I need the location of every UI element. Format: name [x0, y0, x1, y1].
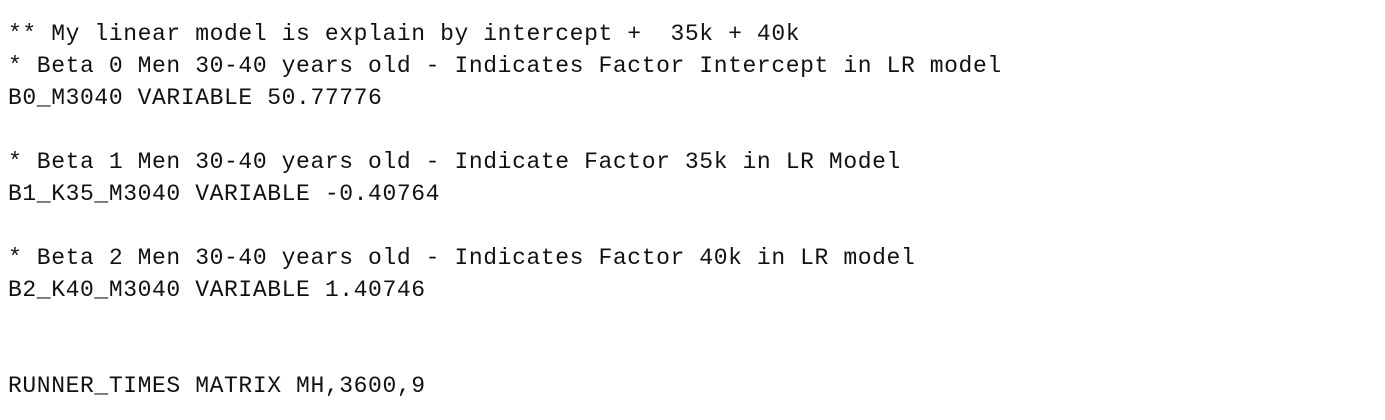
variable-line-b2: B2_K40_M3040 VARIABLE 1.40746 — [8, 277, 426, 303]
blank-line — [8, 210, 1385, 242]
matrix-line-runner-times: RUNNER_TIMES MATRIX MH,3600,9 — [8, 373, 426, 399]
blank-line — [8, 114, 1385, 146]
blank-line — [8, 306, 1385, 338]
comment-line-beta2: * Beta 2 Men 30-40 years old - Indicates… — [8, 245, 916, 271]
comment-line-beta1: * Beta 1 Men 30-40 years old - Indicate … — [8, 149, 901, 175]
comment-line-beta0: * Beta 0 Men 30-40 years old - Indicates… — [8, 53, 1002, 79]
variable-line-b0: B0_M3040 VARIABLE 50.77776 — [8, 85, 383, 111]
variable-line-b1: B1_K35_M3040 VARIABLE -0.40764 — [8, 181, 441, 207]
blank-line — [8, 338, 1385, 370]
comment-line-model: ** My linear model is explain by interce… — [8, 21, 801, 47]
